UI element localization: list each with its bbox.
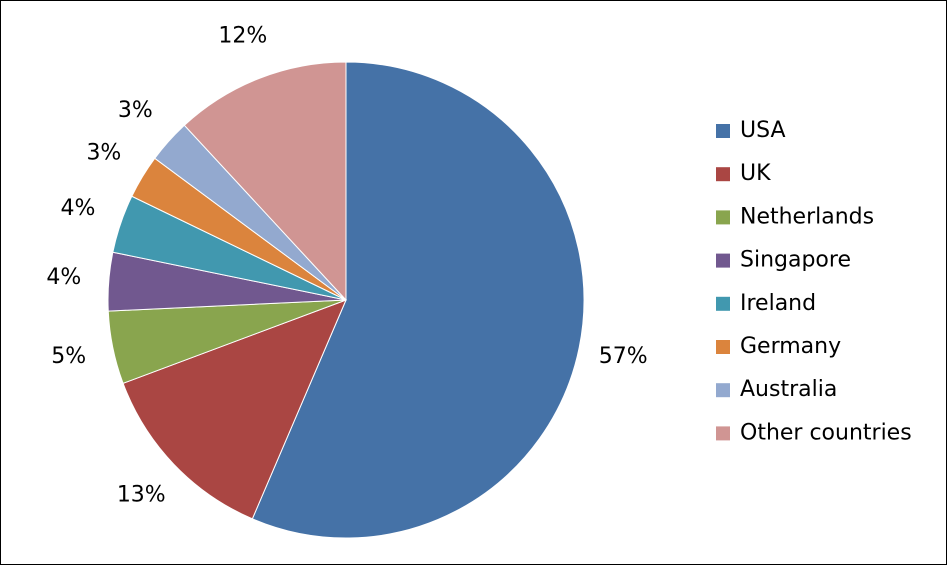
legend-swatch bbox=[716, 210, 730, 225]
legend-swatch bbox=[716, 383, 730, 398]
legend-label: Singapore bbox=[740, 248, 851, 273]
legend-label: Netherlands bbox=[740, 204, 874, 229]
legend-label: Germany bbox=[740, 334, 841, 359]
legend-swatch bbox=[716, 124, 730, 138]
legend-swatch bbox=[716, 296, 730, 311]
value-label: 57% bbox=[599, 344, 648, 369]
value-label: 4% bbox=[61, 196, 96, 221]
value-label: 12% bbox=[218, 23, 267, 48]
legend-swatch bbox=[716, 167, 730, 182]
legend-swatch bbox=[716, 253, 730, 268]
pie-slice bbox=[122, 299, 347, 520]
value-label: 13% bbox=[117, 482, 166, 507]
legend-swatch bbox=[716, 340, 730, 354]
legend-swatch bbox=[716, 426, 730, 441]
legend-label: USA bbox=[740, 118, 786, 143]
pie-slice bbox=[251, 61, 585, 539]
value-label: 3% bbox=[118, 98, 153, 123]
value-label: 5% bbox=[51, 344, 86, 369]
value-label: 4% bbox=[46, 265, 81, 290]
legend-label: Australia bbox=[740, 377, 837, 402]
legend-label: Ireland bbox=[740, 291, 816, 316]
value-label: 3% bbox=[86, 140, 121, 165]
legend-label: Other countries bbox=[740, 420, 912, 445]
legend-label: UK bbox=[740, 161, 771, 186]
pie-slice bbox=[183, 61, 347, 302]
